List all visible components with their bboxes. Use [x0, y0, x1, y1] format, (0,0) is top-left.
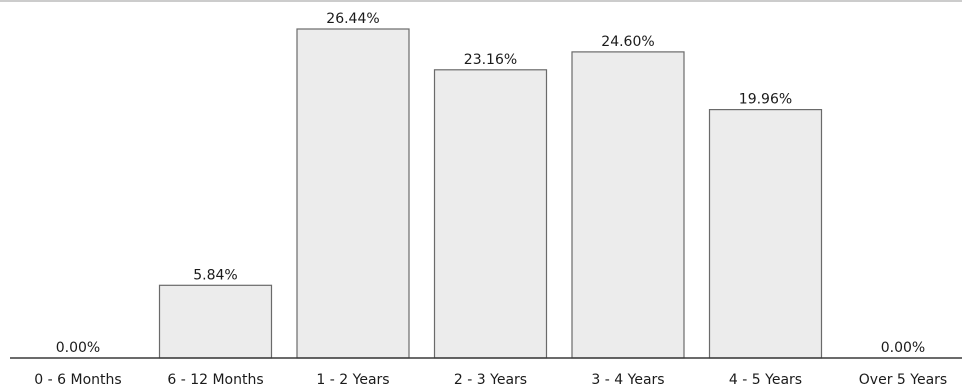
bar-1	[158, 284, 273, 359]
data-label-3: 23.16%	[464, 52, 517, 68]
data-label-5: 19.96%	[739, 92, 792, 108]
x-tick-label-1: 6 - 12 Months	[167, 372, 263, 388]
bar-2	[296, 28, 410, 359]
bars-layer	[158, 28, 823, 359]
data-label-6: 0.00%	[881, 340, 925, 356]
bar-5	[708, 108, 823, 359]
x-tick-labels-layer: 0 - 6 Months 6 - 12 Months 1 - 2 Years 2 - …	[34, 372, 947, 388]
data-labels-layer: 0.00% 5.84% 26.44% 23.16% 24.60% 19.96% 0.00%	[56, 11, 925, 356]
x-tick-label-5: 4 - 5 Years	[729, 372, 802, 388]
data-label-2: 26.44%	[326, 11, 379, 27]
x-tick-label-3: 2 - 3 Years	[454, 372, 527, 388]
x-tick-label-0: 0 - 6 Months	[34, 372, 121, 388]
bar-4	[571, 51, 685, 359]
bar-3	[433, 69, 548, 359]
data-label-0: 0.00%	[56, 340, 100, 356]
x-tick-label-2: 1 - 2 Years	[316, 372, 389, 388]
x-tick-label-4: 3 - 4 Years	[591, 372, 664, 388]
x-tick-label-6: Over 5 Years	[859, 372, 947, 388]
data-label-1: 5.84%	[193, 267, 237, 283]
data-label-4: 24.60%	[601, 34, 654, 50]
